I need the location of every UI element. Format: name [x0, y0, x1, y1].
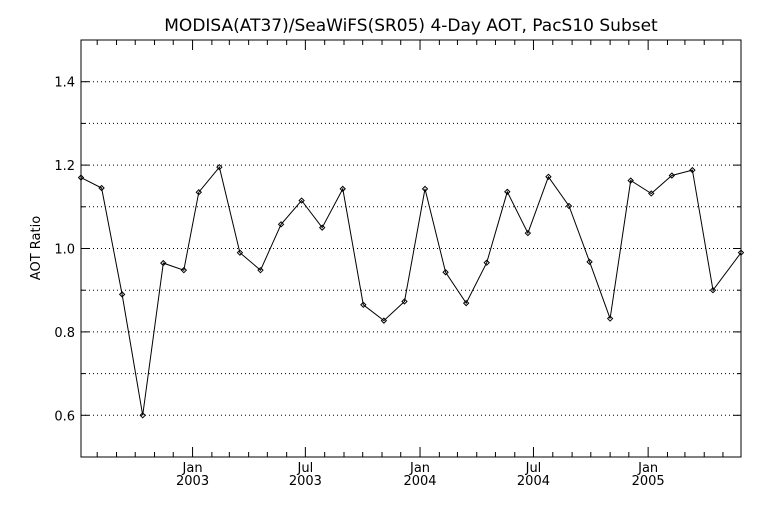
data-point: [524, 229, 532, 237]
data-point: [668, 172, 676, 179]
x-tick-label-month: Jul: [297, 461, 314, 476]
y-tick-label: 0.6: [54, 409, 75, 424]
data-point: [216, 163, 223, 171]
data-point: [627, 177, 634, 184]
data-point: [98, 184, 105, 192]
x-tick-label-year: 2003: [176, 474, 209, 489]
data-point: [709, 286, 717, 294]
data-point: [442, 269, 449, 276]
y-tick-label: 1.2: [54, 159, 75, 174]
data-point: [160, 259, 167, 267]
data-point: [118, 291, 126, 298]
data-point: [360, 301, 367, 309]
data-point: [483, 259, 490, 266]
data-point: [545, 173, 552, 180]
data-point: [421, 185, 429, 193]
data-point: [277, 221, 285, 228]
data-point: [236, 249, 244, 256]
x-tick-label-year: 2004: [403, 474, 436, 489]
y-tick-label: 0.8: [54, 326, 75, 341]
y-axis-label: AOT Ratio: [29, 216, 44, 280]
x-tick-label-year: 2005: [632, 474, 665, 489]
x-tick-label-year: 2003: [289, 474, 322, 489]
data-point: [195, 188, 202, 196]
y-tick-label: 1.0: [54, 243, 75, 258]
data-point: [180, 266, 188, 274]
data-point: [504, 188, 511, 195]
data-point: [257, 266, 264, 274]
data-point: [737, 249, 745, 256]
data-point: [689, 166, 696, 174]
x-tick-label-month: Jan: [409, 461, 430, 476]
plot-area: 0.60.81.01.21.4Jan2003Jul2003Jan2004Jul2…: [54, 39, 745, 489]
data-point: [77, 174, 85, 181]
data-point: [298, 197, 305, 204]
data-point: [318, 224, 326, 231]
data-point: [380, 317, 388, 324]
y-tick-label: 1.4: [54, 76, 75, 91]
series-line: [80, 166, 742, 416]
data-point: [401, 298, 408, 305]
chart-title: MODISA(AT37)/SeaWiFS(SR05) 4-Day AOT, Pa…: [164, 16, 658, 36]
data-point: [648, 190, 655, 197]
x-tick-label-year: 2004: [517, 474, 550, 489]
data-point: [565, 202, 573, 210]
data-point: [339, 185, 346, 193]
data-point: [606, 315, 614, 322]
data-point: [139, 412, 146, 419]
plot-frame: [80, 39, 742, 458]
x-tick-label-month: Jan: [182, 461, 203, 476]
x-tick-label-month: Jul: [525, 461, 542, 476]
x-tick-label-month: Jan: [637, 461, 658, 476]
data-point: [462, 299, 470, 307]
data-point: [586, 258, 593, 266]
